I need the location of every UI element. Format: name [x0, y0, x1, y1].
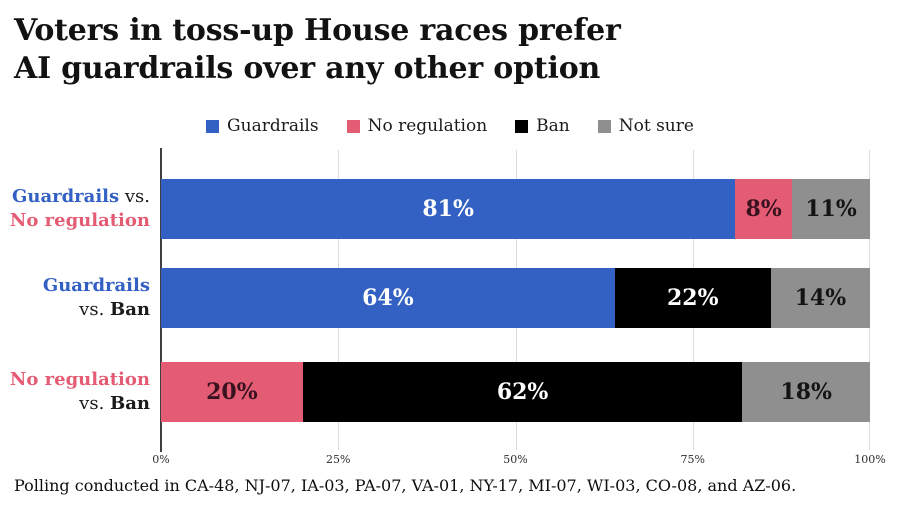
category-label-part: No regulation [9, 210, 150, 231]
bar-segment-ban: 62% [302, 362, 743, 422]
chart-footnote: Polling conducted in CA-48, NJ-07, IA-03… [14, 476, 797, 495]
legend-item-not-sure: Not sure [597, 116, 694, 136]
bar-value-label: 64% [362, 285, 414, 311]
category-label-part: Guardrails [42, 275, 150, 296]
x-axis-tick-0: 0% [152, 453, 170, 466]
bar-value-label: 11% [805, 196, 857, 222]
bar-row-guardrails-vs-ban: 64% 22% 14% [161, 268, 870, 328]
x-axis-tick-25: 25% [326, 453, 351, 466]
category-label-part: vs. [119, 186, 150, 207]
x-axis-tick-75: 75% [680, 453, 705, 466]
legend-label-no-regulation: No regulation [367, 116, 488, 136]
bar-segment-guardrails: 81% [161, 179, 736, 239]
bar-segment-not-sure: 18% [742, 362, 870, 422]
legend-label-ban: Ban [536, 116, 570, 136]
legend-item-no-regulation: No regulation [346, 116, 488, 136]
bar-value-label: 20% [206, 379, 258, 405]
bar-segment-not-sure: 11% [792, 179, 870, 239]
plot-area: 81% 8% 11% 64% 22% 14% 20% [152, 148, 886, 466]
category-label-part: vs. [79, 299, 111, 320]
legend-item-guardrails: Guardrails [206, 116, 319, 136]
category-label-guardrails-vs-no-regulation: Guardrails vs. No regulation [0, 185, 150, 233]
legend-swatch-not-sure [597, 119, 611, 133]
bar-segment-guardrails: 64% [161, 268, 615, 328]
bar-segment-ban: 22% [614, 268, 771, 328]
category-label-part: No regulation [9, 369, 150, 390]
legend-swatch-no-regulation [346, 119, 360, 133]
legend-swatch-ban [515, 119, 529, 133]
category-label-part: Ban [110, 393, 150, 414]
bar-segment-not-sure: 14% [770, 268, 870, 328]
bar-value-label: 22% [666, 285, 719, 311]
x-axis-tick-100: 100% [854, 453, 886, 466]
legend-swatch-guardrails [206, 119, 220, 133]
category-label-no-regulation-vs-ban: No regulation vs. Ban [0, 368, 150, 416]
bar-value-label: 81% [422, 196, 474, 222]
bar-segment-no-regulation: 20% [161, 362, 303, 422]
category-label-part: Guardrails [11, 186, 120, 207]
legend-item-ban: Ban [515, 116, 570, 136]
legend-label-guardrails: Guardrails [227, 116, 319, 136]
bar-value-label: 18% [780, 379, 832, 405]
category-label-guardrails-vs-ban: Guardrails vs. Ban [0, 274, 150, 322]
bar-value-label: 14% [794, 285, 847, 311]
bar-row-no-regulation-vs-ban: 20% 62% 18% [161, 362, 870, 422]
chart-title-line1: Voters in toss-up House races prefer [14, 13, 621, 48]
bar-segment-no-regulation: 8% [735, 179, 792, 239]
x-axis-tick-50: 50% [503, 453, 528, 466]
chart-title: Voters in toss-up House races prefer AI … [14, 12, 621, 88]
bar-value-label: 8% [745, 196, 782, 222]
chart-legend: Guardrails No regulation Ban Not sure [0, 116, 900, 136]
category-label-part: Ban [110, 299, 150, 320]
category-label-part: vs. [79, 393, 111, 414]
bar-value-label: 62% [496, 379, 549, 405]
bar-row-guardrails-vs-no-regulation: 81% 8% 11% [161, 179, 870, 239]
legend-label-not-sure: Not sure [618, 116, 694, 136]
chart-title-line2: AI guardrails over any other option [14, 51, 601, 86]
